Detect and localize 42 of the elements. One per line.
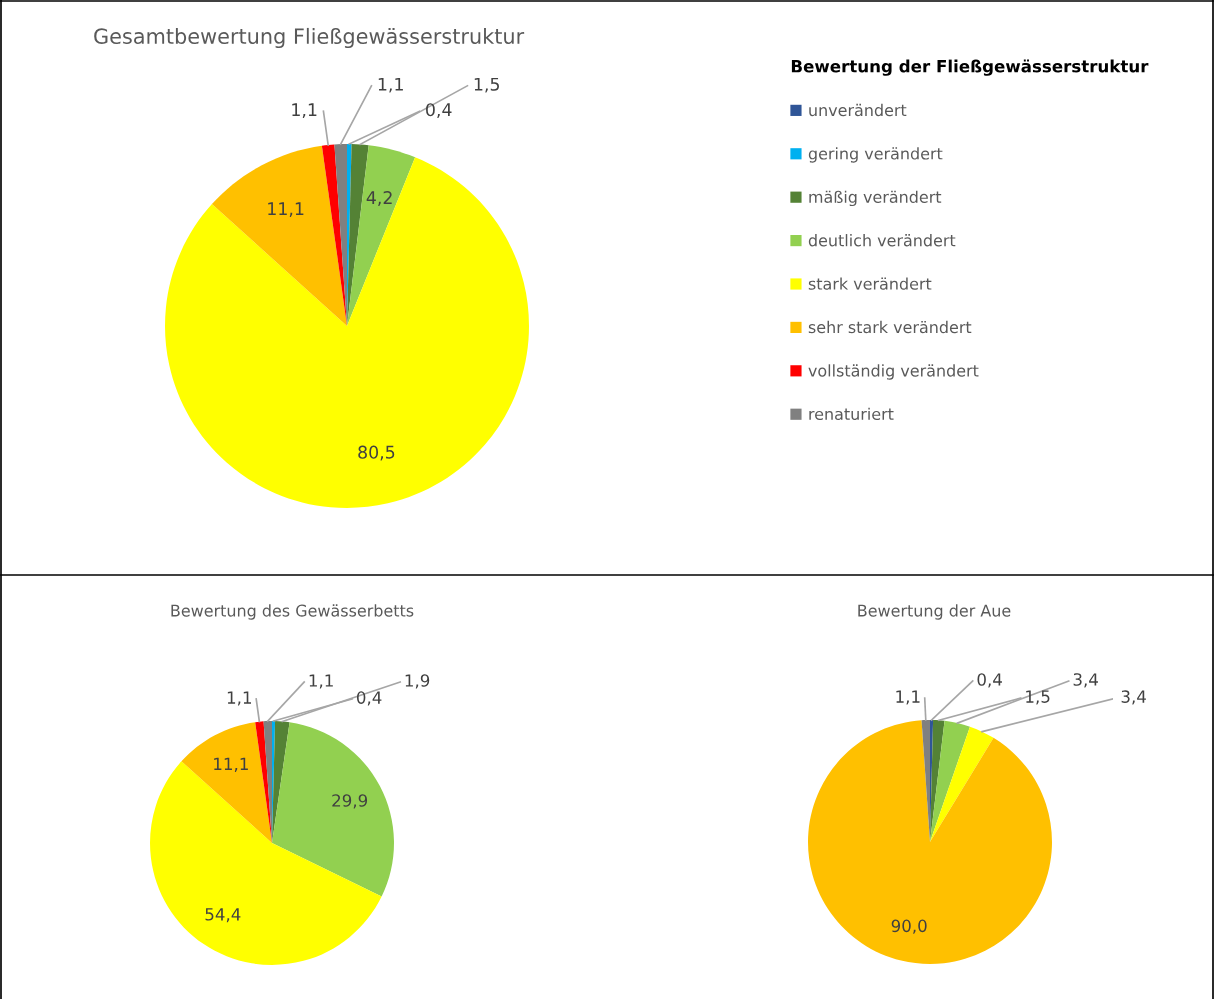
legend-label: sehr stark verändert <box>808 320 972 334</box>
data-label: 11,1 <box>268 202 304 218</box>
pie-slice <box>930 726 994 842</box>
legend-title: Bewertung der Fließgewässerstruktur <box>791 59 1149 76</box>
pie-slice <box>272 722 394 897</box>
data-label: 3,4 <box>1073 673 1098 688</box>
chart-title: Bewertung des Gewässerbetts <box>171 604 414 620</box>
data-label: 90,0 <box>891 919 927 934</box>
data-label: 1,1 <box>227 691 251 706</box>
data-label: 1,1 <box>292 103 317 119</box>
data-label: 29,9 <box>332 794 368 809</box>
legend-label: deutlich verändert <box>808 234 956 247</box>
data-label: 4,2 <box>366 190 392 206</box>
pie-slice <box>347 145 416 326</box>
pie-slice <box>181 722 272 843</box>
legend-label: mäßig verändert <box>809 190 942 207</box>
pie-slice <box>165 157 529 508</box>
data-label: 1,1 <box>896 690 920 705</box>
chart-title: Bewertung der Aue <box>858 604 1011 620</box>
data-label: 0,4 <box>426 103 452 119</box>
data-label: 1,5 <box>474 77 499 93</box>
pie-slice <box>255 721 272 843</box>
data-label: 1,9 <box>405 674 430 689</box>
data-label: 0,4 <box>977 673 1002 688</box>
legend-label: vollständig verändert <box>808 364 979 380</box>
pie-slice <box>321 144 347 326</box>
pie-slice <box>808 720 1052 964</box>
data-label: 3,4 <box>1121 690 1146 705</box>
data-label: 1,1 <box>378 77 403 93</box>
data-label: 80,5 <box>358 445 395 461</box>
legend-label: renaturiert <box>809 407 894 421</box>
data-label: 54,4 <box>205 908 241 923</box>
data-label: 0,4 <box>356 691 382 706</box>
pie-slice <box>930 720 970 842</box>
legend-label: unverändert <box>809 103 907 117</box>
chart-title: Gesamtbewertung Fließgewässerstruktur <box>94 27 525 49</box>
data-label: 11,1 <box>214 757 248 772</box>
data-label: 1,5 <box>1026 690 1050 705</box>
data-label: 1,1 <box>309 674 333 689</box>
legend-label: gering verändert <box>808 147 943 163</box>
legend-label: stark verändert <box>808 277 932 290</box>
pie-slice <box>211 145 347 326</box>
